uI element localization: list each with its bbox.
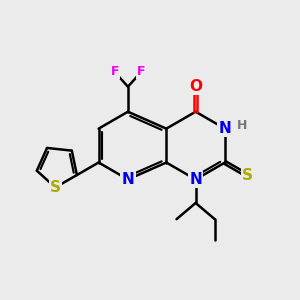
Text: N: N xyxy=(219,121,231,136)
Text: H: H xyxy=(237,119,248,132)
Text: O: O xyxy=(189,79,202,94)
Text: F: F xyxy=(137,65,146,79)
Text: F: F xyxy=(110,65,119,79)
Text: S: S xyxy=(50,180,61,195)
Text: N: N xyxy=(189,172,202,187)
Text: N: N xyxy=(122,172,134,187)
Text: S: S xyxy=(242,168,253,183)
